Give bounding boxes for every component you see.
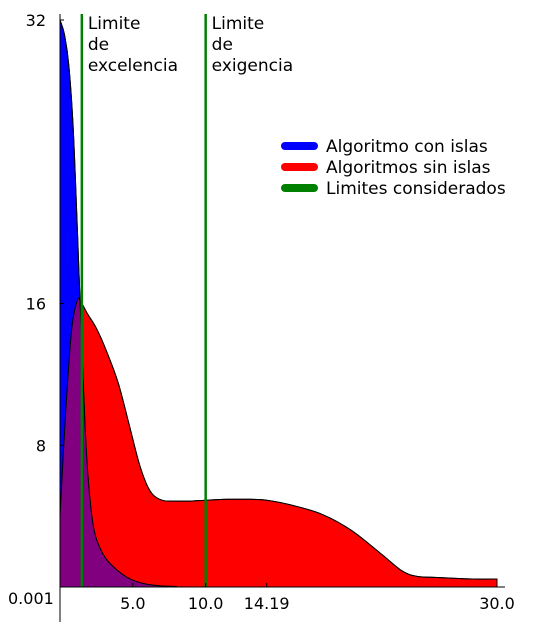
legend-label: Algoritmo con islas bbox=[326, 137, 488, 157]
y-tick-label: 16 bbox=[26, 295, 46, 314]
axis-origin-label: 0.001 bbox=[8, 589, 54, 608]
y-tick-labels: 8 16 32 bbox=[26, 11, 64, 455]
y-tick-label: 8 bbox=[36, 436, 46, 455]
series-area-sin-islas bbox=[59, 297, 498, 588]
limit-annotations: Limite de excelencia Limite de exigencia bbox=[88, 14, 293, 76]
y-tick-label: 32 bbox=[26, 11, 46, 30]
x-tick-label: 14.19 bbox=[244, 594, 290, 613]
plot-area bbox=[59, 19, 498, 588]
limit-annotation-2: Limite de exigencia bbox=[212, 14, 293, 76]
series-outline-sin-islas bbox=[59, 297, 498, 580]
series-outline-con-islas bbox=[59, 19, 177, 587]
legend-label: Algoritmos sin islas bbox=[326, 158, 491, 178]
x-tick-label: 30.0 bbox=[479, 594, 515, 613]
axes bbox=[59, 14, 505, 622]
limit-annotation-1: Limite de excelencia bbox=[88, 14, 178, 76]
x-tick-label: 10.0 bbox=[188, 594, 224, 613]
x-tick-labels: 5.0 10.0 14.19 30.0 bbox=[120, 583, 515, 613]
overlap-area bbox=[60, 298, 177, 587]
legend-label: Limites considerados bbox=[326, 179, 506, 199]
x-tick-label: 5.0 bbox=[120, 594, 145, 613]
limit-lines bbox=[80, 14, 207, 587]
